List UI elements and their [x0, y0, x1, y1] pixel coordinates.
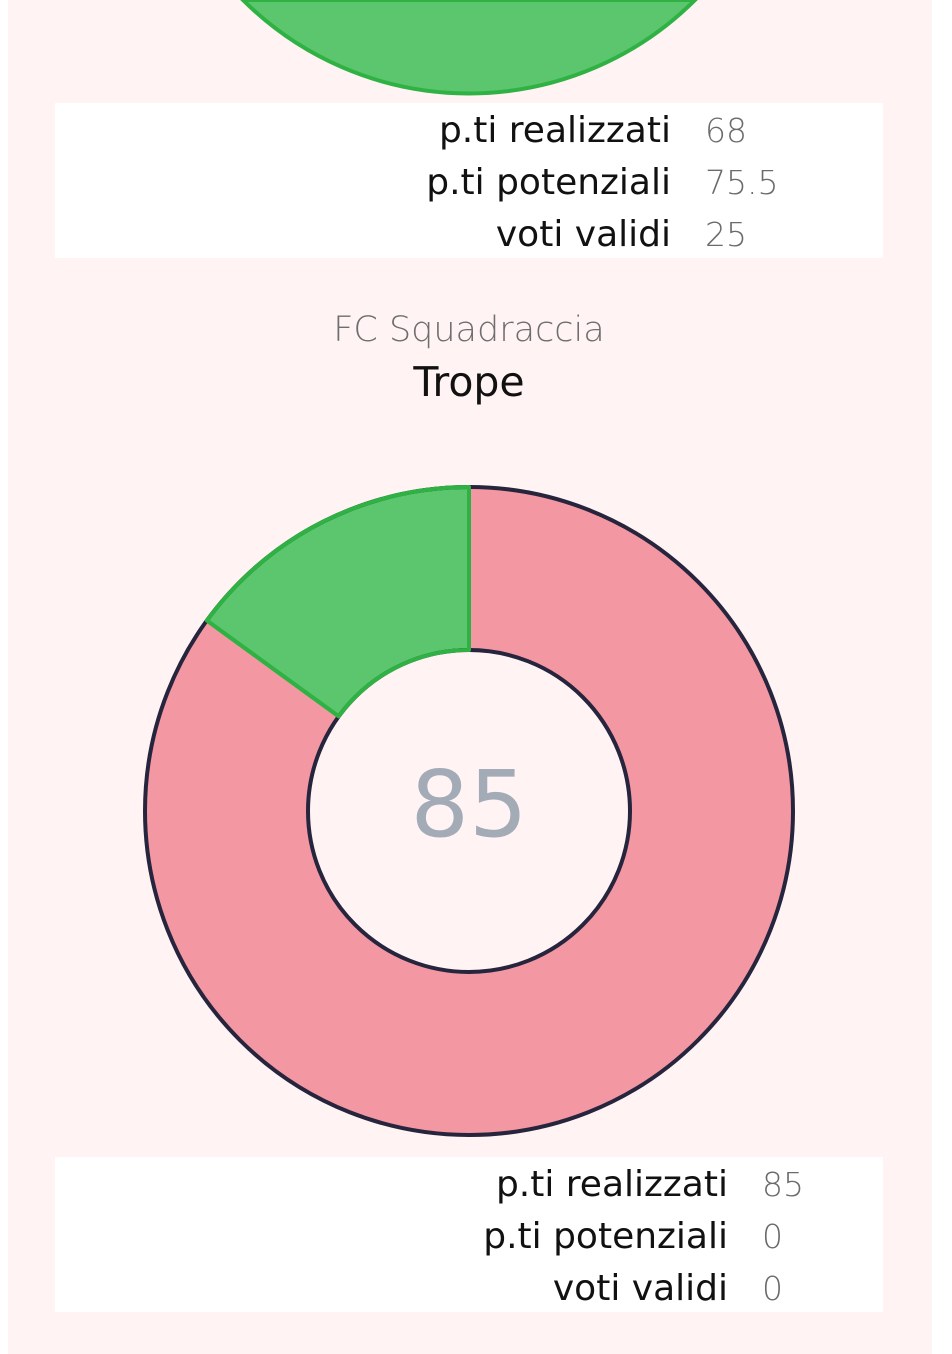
stat-value: 68 [705, 111, 747, 150]
stat-row-points-potential: p.ti potenziali 75.5 [55, 157, 883, 209]
donut-center-value: 85 [410, 751, 528, 858]
top-donut-slice-green [240, 0, 698, 96]
stat-label: voti validi [495, 214, 671, 255]
stats-table-top: p.ti realizzati 68 p.ti potenziali 75.5 … [55, 103, 883, 258]
stat-label: p.ti realizzati [438, 110, 671, 151]
stat-row-valid-votes: voti validi 0 [55, 1263, 883, 1315]
stats-table-main: p.ti realizzati 85 p.ti potenziali 0 vot… [55, 1157, 883, 1312]
stat-value: 0 [762, 1217, 783, 1256]
player-name: Trope [413, 358, 525, 406]
stat-row-points-achieved: p.ti realizzati 85 [55, 1159, 883, 1211]
top-donut-chart [240, 0, 698, 96]
donut-slice-green-edge [204, 485, 471, 719]
stat-value: 0 [762, 1269, 783, 1308]
stat-value: 85 [762, 1165, 804, 1204]
stat-label: p.ti potenziali [426, 162, 671, 203]
stat-label: p.ti potenziali [483, 1216, 728, 1257]
stat-row-points-achieved: p.ti realizzati 68 [55, 105, 883, 157]
stat-label: voti validi [552, 1268, 728, 1309]
team-name: FC Squadraccia [333, 310, 605, 350]
donut-slice-red [144, 487, 793, 1135]
stat-value: 75.5 [705, 163, 779, 202]
stat-value: 25 [705, 215, 747, 254]
stat-row-points-potential: p.ti potenziali 0 [55, 1211, 883, 1263]
stat-row-valid-votes: voti validi 25 [55, 209, 883, 261]
donut-chart [143, 485, 795, 1137]
stat-label: p.ti realizzati [495, 1164, 728, 1205]
